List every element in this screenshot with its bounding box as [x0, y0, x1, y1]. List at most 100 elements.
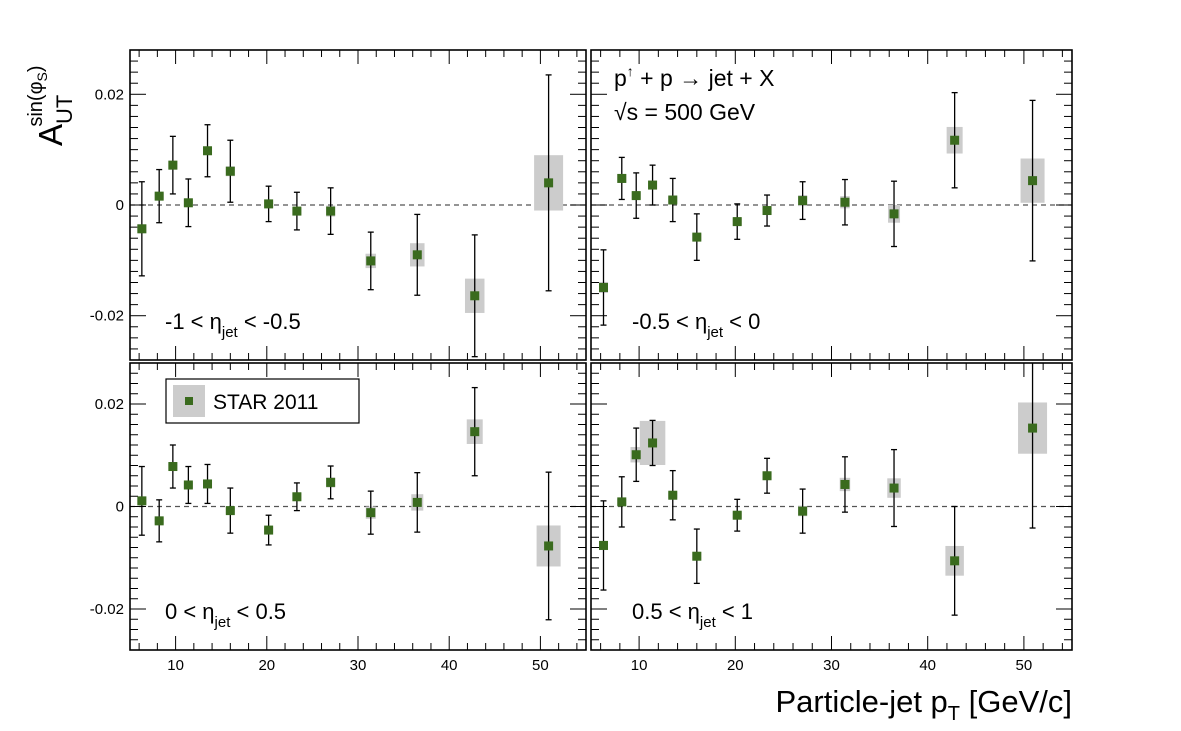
data-point: [798, 196, 808, 206]
y-tick-label: 0: [116, 499, 124, 516]
eta-range-label: 0.5 < ηjet < 1: [632, 599, 753, 631]
y-tick-label: 0.02: [95, 86, 124, 103]
eta-range-sub: jet: [699, 614, 717, 631]
data-point: [326, 206, 336, 216]
data-point: [183, 198, 193, 208]
eta-range-label: -0.5 < ηjet < 0: [632, 309, 760, 341]
data-point: [692, 232, 702, 242]
x-tick-label: 20: [258, 657, 275, 674]
data-point: [412, 497, 422, 507]
panel-4: 10 20 30 40 50 0.5 < ηjet < 1: [590, 362, 1073, 674]
data-point: [183, 480, 193, 490]
data-point: [154, 516, 164, 526]
data-point: [762, 206, 772, 216]
data-point: [470, 427, 480, 437]
data-point: [840, 479, 850, 489]
legend-marker-swatch: [185, 397, 193, 405]
x-tick-label: 50: [532, 657, 549, 674]
energy-label: √s = 500 GeV: [614, 99, 756, 125]
eta-range-sub: jet: [706, 324, 724, 341]
reaction-rest: + p → jet + X: [634, 65, 775, 91]
eta-range-pre: -0.5 < η: [632, 309, 707, 334]
x-axis-title-sub: T: [948, 703, 960, 725]
data-point: [692, 551, 702, 561]
data-point: [631, 450, 641, 460]
eta-range-post: < 0.5: [230, 599, 286, 624]
data-point: [762, 471, 772, 481]
data-point: [798, 506, 808, 516]
eta-range-post: < -0.5: [238, 309, 301, 334]
eta-range-post: < 1: [716, 599, 753, 624]
data-point: [203, 146, 213, 156]
panel-1: -0.02 0 0.02 -1 < ηjet < -0.5: [90, 49, 587, 361]
data-point: [889, 209, 899, 219]
x-axis-title: Particle-jet pT [GeV/c]: [776, 684, 1073, 725]
eta-range-label: -1 < ηjet < -0.5: [165, 309, 301, 341]
panel-frame: [129, 362, 587, 651]
data-point: [203, 479, 213, 489]
x-tick-label: 50: [1016, 657, 1033, 674]
legend-label: STAR 2011: [213, 391, 318, 414]
data-point: [225, 506, 235, 516]
reaction-proton: p: [614, 65, 627, 91]
data-point: [648, 438, 658, 448]
data-point: [617, 497, 627, 507]
data-point: [470, 291, 480, 301]
data-point: [599, 540, 609, 550]
x-axis-title-rest: [GeV/c]: [960, 684, 1072, 719]
x-tick-label: 10: [631, 657, 648, 674]
reaction-label: p↑ + p → jet + X: [614, 63, 774, 91]
data-point: [366, 508, 376, 518]
y-axis-title-main: A: [32, 124, 69, 146]
data-point: [292, 492, 302, 502]
reaction-spin-arrow: ↑: [627, 63, 634, 79]
data-point: [544, 541, 554, 551]
y-tick-label: -0.02: [90, 308, 124, 325]
panel-frame: [129, 49, 587, 361]
data-point: [1028, 423, 1038, 433]
y-axis-title-sup-sub: S: [34, 72, 50, 81]
eta-range-pre: -1 < η: [165, 309, 222, 334]
data-point: [889, 483, 899, 493]
x-tick-label: 20: [727, 657, 744, 674]
data-point: [648, 180, 658, 190]
energy-sqrt: √: [614, 99, 627, 125]
data-point: [950, 135, 960, 145]
eta-range-pre: 0.5 < η: [632, 599, 700, 624]
data-point: [732, 217, 742, 227]
data-point: [366, 256, 376, 266]
data-point: [631, 191, 641, 201]
data-point: [168, 160, 178, 170]
y-tick-label: 0.02: [95, 396, 124, 413]
data-point: [326, 477, 336, 487]
energy-rest: = 500 GeV: [638, 99, 756, 125]
data-point: [950, 556, 960, 566]
x-tick-label: 10: [167, 657, 184, 674]
y-axis-title-sub: UT: [52, 95, 77, 124]
eta-range-pre: 0 < η: [165, 599, 215, 624]
energy-s: s: [627, 99, 639, 125]
y-axis-title: AUTsin(φS): [25, 65, 77, 146]
data-point: [840, 197, 850, 207]
data-point: [264, 199, 274, 209]
eta-range-sub: jet: [221, 324, 239, 341]
x-tick-label: 40: [919, 657, 936, 674]
data-point: [544, 178, 554, 188]
x-axis-title-main: Particle-jet p: [776, 684, 948, 719]
panel-3: -0.02 0 0.02 10 20 30 40 50 0 < ηjet < 0.5: [90, 362, 587, 674]
data-point: [599, 282, 609, 292]
panel-frame: [590, 49, 1073, 361]
data-point: [292, 206, 302, 216]
x-tick-label: 30: [823, 657, 840, 674]
data-point: [617, 173, 627, 183]
data-point: [225, 166, 235, 176]
data-point: [264, 525, 274, 535]
data-point: [668, 490, 678, 500]
data-point: [732, 510, 742, 520]
eta-range-post: < 0: [723, 309, 760, 334]
data-point: [154, 191, 164, 201]
data-point: [412, 250, 422, 260]
x-tick-label: 30: [350, 657, 367, 674]
